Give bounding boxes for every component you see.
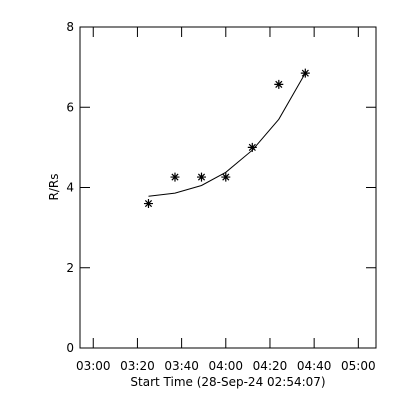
x-axis-label: Start Time (28-Sep-24 02:54:07)	[130, 375, 325, 389]
data-point	[247, 142, 257, 152]
x-tick-label: 04:00	[208, 359, 243, 373]
y-tick-label: 0	[66, 341, 74, 355]
x-tick-label: 04:20	[253, 359, 288, 373]
y-tick-label: 8	[66, 20, 74, 34]
plot-frame	[79, 26, 377, 349]
data-point	[196, 172, 206, 182]
y-tick-label: 4	[66, 181, 74, 195]
fit-line	[148, 72, 306, 197]
y-axis-label: R/Rs	[47, 174, 61, 201]
data-point	[143, 199, 153, 209]
data-point	[300, 68, 310, 78]
x-tick-label: 03:20	[120, 359, 155, 373]
y-tick-label: 6	[66, 100, 74, 114]
x-tick-label: 03:40	[164, 359, 199, 373]
y-tick-label: 2	[66, 261, 74, 275]
x-tick-label: 05:00	[341, 359, 376, 373]
data-point	[221, 172, 231, 182]
data-point	[170, 172, 180, 182]
x-tick-label: 03:00	[76, 359, 111, 373]
x-tick-label: 04:40	[297, 359, 332, 373]
data-point	[274, 79, 284, 89]
